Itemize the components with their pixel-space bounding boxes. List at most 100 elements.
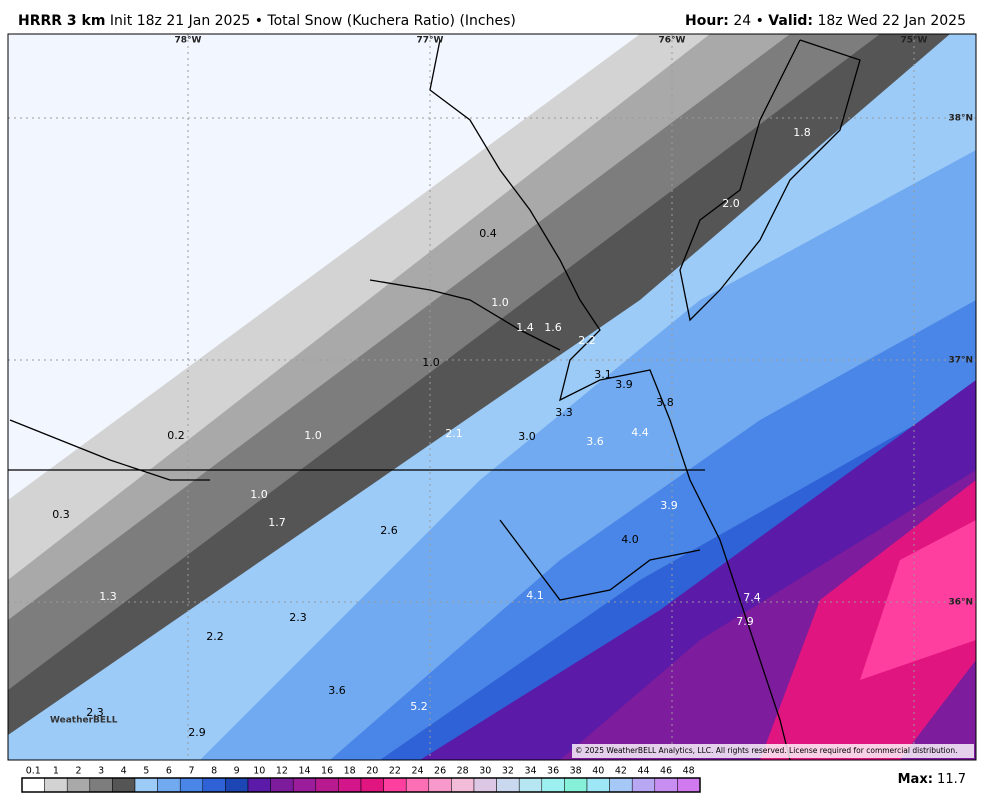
legend-swatch	[247, 777, 271, 793]
latitude-label: 38°N	[948, 114, 973, 124]
snow-label: 1.3	[99, 590, 117, 603]
legend-swatch	[541, 777, 565, 793]
legend-label: 2	[75, 766, 81, 777]
legend-swatch	[518, 777, 543, 793]
header-right: Hour: 24 • Valid: 18z Wed 22 Jan 2025	[685, 13, 966, 29]
legend-label: 20	[366, 766, 378, 777]
legend-swatch	[586, 777, 610, 793]
legend-label: 24	[411, 766, 423, 777]
legend-swatch	[677, 777, 701, 793]
legend-swatch	[225, 777, 249, 793]
legend-swatch	[134, 777, 158, 793]
snow-label: 3.6	[586, 435, 604, 448]
snow-label: 5.2	[410, 700, 428, 713]
longitude-label: 77°W	[417, 36, 444, 46]
legend-label: 46	[660, 766, 672, 777]
legend-label: 10	[253, 766, 265, 777]
snow-label: 2.2	[206, 630, 224, 643]
legend-label: 44	[637, 766, 649, 777]
snow-label: 1.7	[268, 516, 286, 529]
description: Init 18z 21 Jan 2025 • Total Snow (Kuche…	[110, 13, 516, 29]
legend-label: 3	[98, 766, 104, 777]
legend-label: 26	[434, 766, 446, 777]
legend-label: 0.1	[26, 766, 41, 777]
legend-swatch	[473, 777, 497, 793]
snow-label: 0.3	[52, 508, 70, 521]
legend-label: 36	[547, 766, 559, 777]
legend-swatch	[66, 777, 91, 793]
longitude-label: 78°W	[175, 36, 202, 46]
snow-label: 7.9	[736, 615, 754, 628]
legend-label: 8	[211, 766, 217, 777]
snow-label: 0.4	[479, 227, 497, 240]
legend-swatch	[360, 777, 384, 793]
latitude-label: 37°N	[948, 356, 973, 366]
legend-swatch	[631, 777, 656, 793]
legend-swatch	[44, 777, 68, 793]
snow-label: 3.0	[518, 430, 536, 443]
snow-label: 2.6	[380, 524, 398, 537]
legend-label: 40	[592, 766, 604, 777]
legend-label: 14	[298, 766, 310, 777]
boundaries	[8, 39, 861, 761]
snow-label: 1.8	[793, 126, 811, 139]
longitude-label: 75°W	[901, 36, 928, 46]
legend-swatch	[564, 777, 588, 793]
header-left: HRRR 3 km Init 18z 21 Jan 2025 • Total S…	[18, 13, 516, 29]
snow-label: 3.9	[660, 499, 678, 512]
legend-label: 9	[234, 766, 240, 777]
legend-label: 48	[683, 766, 695, 777]
legend-swatch	[654, 777, 678, 793]
legend-label: 28	[457, 766, 469, 777]
copyright: © 2025 WeatherBELL Analytics, LLC. All r…	[575, 746, 957, 755]
legend-swatch	[609, 777, 633, 793]
legend-label: 4	[121, 766, 127, 777]
snow-label: 4.4	[631, 426, 649, 439]
hour-label: Hour:	[685, 13, 729, 29]
snow-label: 1.0	[250, 488, 268, 501]
map: WeatherBELL © 2025 WeatherBELL Analytics…	[7, 33, 977, 761]
legend-swatch	[451, 777, 475, 793]
snow-label: 2.0	[722, 197, 740, 210]
snow-label: 3.1	[594, 368, 612, 381]
snow-label: 3.6	[328, 684, 346, 697]
logo: WeatherBELL	[50, 716, 118, 726]
graticule	[8, 34, 976, 760]
snow-label: 1.0	[422, 356, 440, 369]
snow-label: 3.3	[555, 406, 573, 419]
snow-label: 2.2	[578, 334, 596, 347]
hour: 24 •	[733, 13, 764, 29]
legend-label: 22	[389, 766, 401, 777]
legend-swatch	[496, 777, 520, 793]
legend-swatch	[405, 777, 430, 793]
legend-swatch	[315, 777, 339, 793]
legend-label: 6	[166, 766, 172, 777]
legend-frame	[21, 777, 701, 793]
snow-label: 2.3	[289, 611, 307, 624]
snow-label: 2.9	[188, 726, 206, 739]
legend-swatch	[202, 777, 226, 793]
snow-label: 2.3	[86, 706, 104, 719]
legend-label: 1	[53, 766, 59, 777]
max-value: 11.7	[937, 772, 966, 787]
legend-swatch	[428, 777, 452, 793]
copyright-bg	[572, 744, 974, 758]
legend-swatch	[270, 777, 294, 793]
valid: 18z Wed 22 Jan 2025	[817, 13, 966, 29]
legend-swatch	[112, 777, 136, 793]
legend-swatch	[89, 777, 113, 793]
legend-swatch	[157, 777, 181, 793]
snow-label: 3.8	[656, 396, 674, 409]
legend-label: 42	[615, 766, 627, 777]
snow-label: 4.1	[526, 589, 544, 602]
latitude-label: 36°N	[948, 598, 973, 608]
max-label: Max:	[898, 772, 933, 787]
map-frame	[7, 33, 977, 761]
snow-label: 3.9	[615, 378, 633, 391]
legend-label: 5	[143, 766, 149, 777]
longitude-label: 76°W	[659, 36, 686, 46]
model: HRRR 3 km	[18, 13, 105, 29]
snow-label: 1.0	[304, 429, 322, 442]
legend-label: 38	[570, 766, 582, 777]
